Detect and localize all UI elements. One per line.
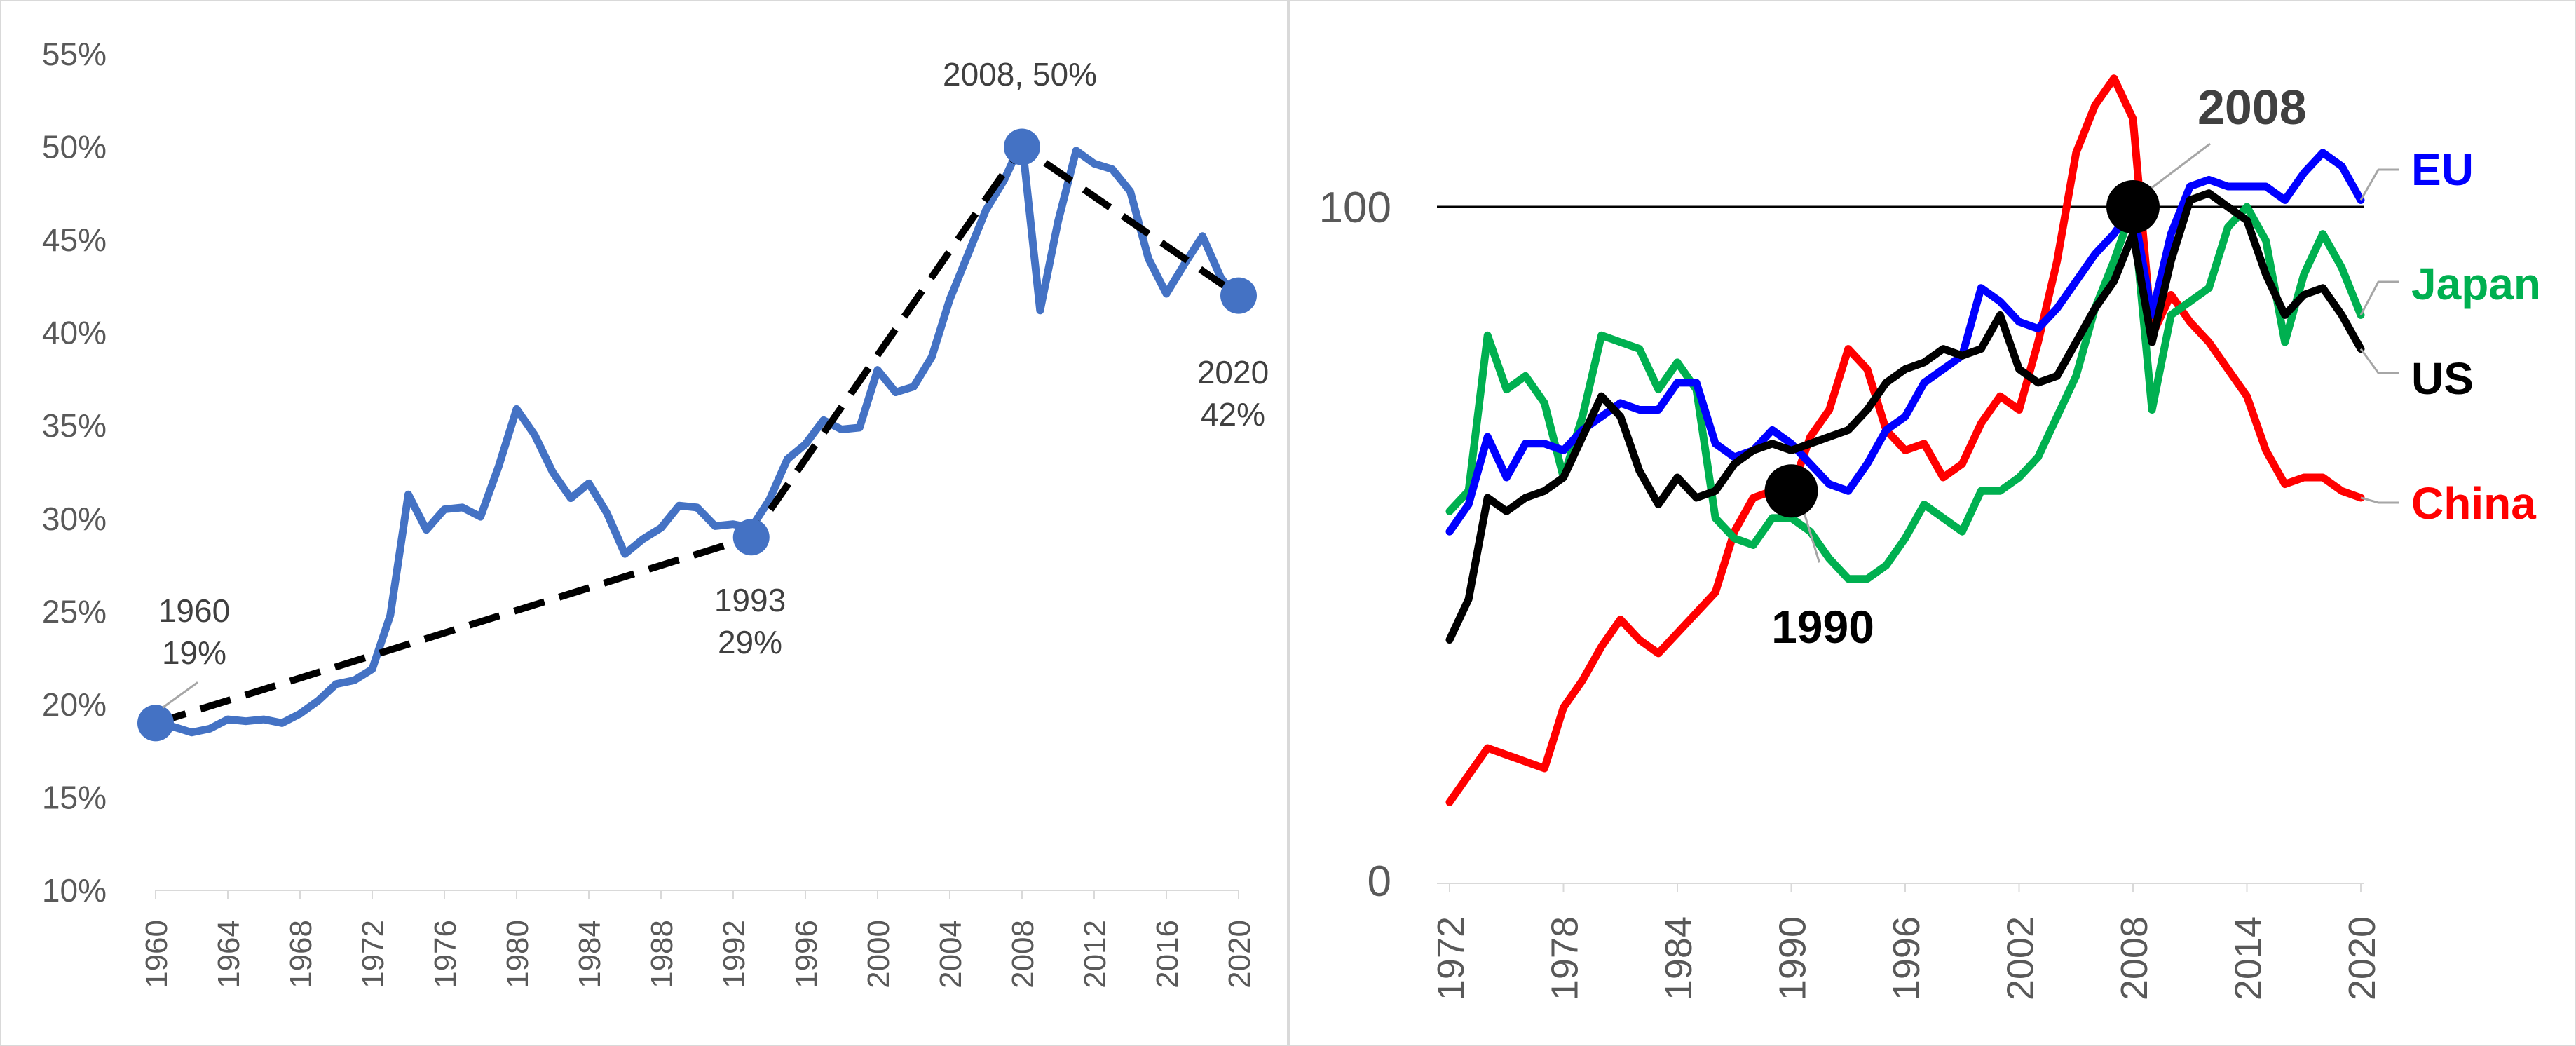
annotation-year-value: 2008, 50%	[943, 56, 1097, 93]
x-tick-label: 1960	[139, 920, 174, 989]
trend-line	[154, 142, 1241, 727]
annotation-value: 19%	[162, 634, 226, 671]
series-label-us: US	[2411, 353, 2474, 404]
x-tick-label: 2016	[1150, 920, 1185, 989]
x-tick-label: 1984	[1658, 916, 1700, 1000]
right-line-chart: 0 100 1972 1978 1984 1990 1996 2002 2008 2014 2020…	[1319, 74, 2541, 1000]
trend-point-marker	[732, 519, 770, 556]
left-chart-panel: 10% 15% 20% 25% 30% 35% 40% 45% 50% 55% 1960 1964 19…	[0, 0, 1288, 1046]
y-tick-label: 55%	[42, 36, 107, 72]
right-chart-panel: 0 100 1972 1978 1984 1990 1996 2002 2008 2014 2020…	[1288, 0, 2576, 1046]
annotation-year: 2020	[1197, 354, 1269, 390]
y-tick-label: 25%	[42, 593, 107, 630]
series-label-japan: Japan	[2411, 259, 2541, 309]
x-tick-label: 2008	[1006, 920, 1040, 989]
x-tick-label: 2002	[2000, 916, 2042, 1000]
highlight-marker	[1764, 464, 1818, 518]
x-tick-label: 2020	[2341, 916, 2383, 1000]
y-tick-label: 30%	[42, 501, 107, 537]
series-line-japan	[1445, 203, 2365, 583]
leader-line	[1803, 511, 1820, 563]
x-tick-label: 2014	[2228, 916, 2270, 1000]
leader-line	[162, 681, 198, 709]
left-line-chart: 10% 15% 20% 25% 30% 35% 40% 45% 50% 55% 1960 1964 19…	[42, 36, 1269, 989]
y-tick-label: 0	[1368, 857, 1391, 906]
x-tick-label: 2020	[1222, 920, 1257, 989]
x-tick-label: 2008	[2113, 916, 2155, 1000]
series-line-us	[1445, 189, 2365, 644]
legend-leader-line	[2359, 280, 2399, 316]
series-label-eu: EU	[2411, 144, 2474, 195]
highlight-marker	[2106, 180, 2160, 233]
annotation-year: 1960	[158, 592, 230, 629]
legend-leader-line	[2360, 496, 2399, 504]
series-label-china: China	[2411, 478, 2536, 529]
annotation-value: 29%	[718, 624, 782, 660]
y-tick-label: 100	[1319, 184, 1391, 232]
x-tick-label: 1996	[789, 920, 824, 989]
y-tick-label: 35%	[42, 407, 107, 444]
y-tick-label: 10%	[42, 872, 107, 909]
legend-leader-line	[2359, 168, 2399, 201]
series-line-eu	[1445, 149, 2365, 536]
highlight-label: 2008	[2197, 80, 2307, 135]
y-tick-label: 20%	[42, 686, 107, 723]
y-tick-label: 45%	[42, 222, 107, 258]
series-line	[151, 137, 1243, 737]
x-tick-label: 1990	[1772, 916, 1814, 1000]
x-tick-label: 1978	[1544, 916, 1586, 1000]
highlight-label: 1990	[1771, 601, 1874, 653]
x-tick-label: 1980	[500, 920, 535, 989]
annotation-year: 1993	[714, 582, 786, 618]
x-tick-label: 2012	[1078, 920, 1112, 989]
leader-line	[2146, 142, 2211, 193]
trend-point-marker	[137, 705, 174, 742]
x-tick-label: 1976	[428, 920, 463, 989]
x-tick-label: 2000	[861, 920, 896, 989]
x-tick-label: 1988	[645, 920, 679, 989]
series-line-china	[1445, 74, 2365, 806]
x-tick-label: 1972	[356, 920, 390, 989]
legend-leader-line	[2359, 348, 2399, 374]
y-tick-label: 50%	[42, 129, 107, 165]
x-tick-label: 1992	[717, 920, 751, 989]
x-tick-label: 1964	[212, 920, 246, 989]
y-tick-label: 40%	[42, 315, 107, 351]
y-tick-label: 15%	[42, 779, 107, 815]
x-tick-label: 1972	[1430, 916, 1472, 1000]
x-tick-label: 1996	[1886, 916, 1928, 1000]
trend-point-marker	[1220, 277, 1257, 314]
annotation-value: 42%	[1201, 396, 1265, 433]
x-tick-label: 1968	[284, 920, 318, 989]
trend-point-marker	[1004, 128, 1040, 165]
x-tick-label: 1984	[573, 920, 607, 989]
x-tick-label: 2004	[934, 920, 968, 989]
